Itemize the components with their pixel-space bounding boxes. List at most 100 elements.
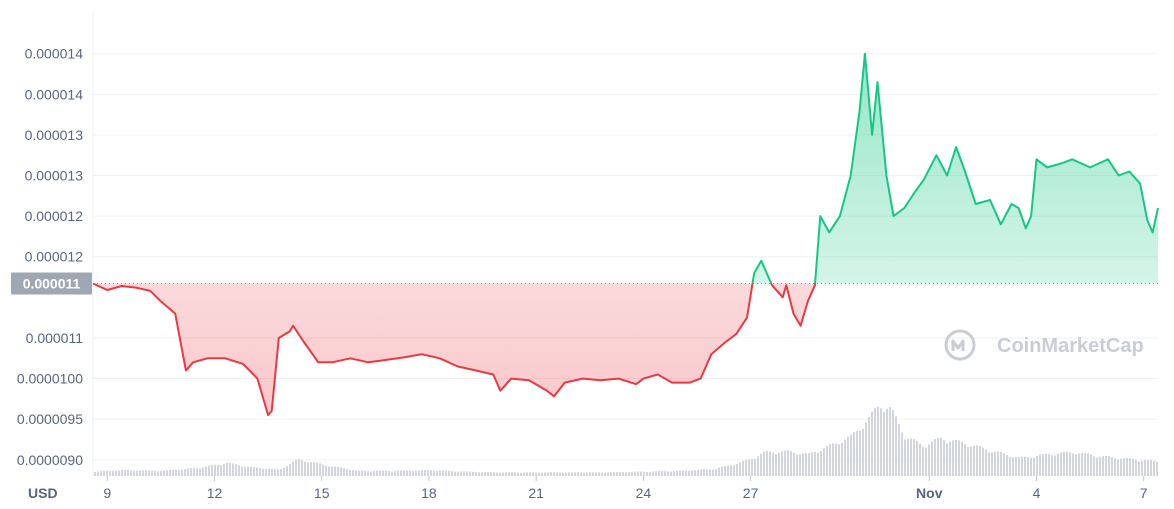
volume-bar xyxy=(937,437,939,476)
volume-bar xyxy=(826,445,828,476)
volume-bar xyxy=(229,463,231,476)
volume-bar xyxy=(127,470,129,476)
y-tick-label: 0.000012 xyxy=(25,249,84,265)
volume-bar xyxy=(283,467,285,476)
volume-bar xyxy=(1066,451,1068,476)
volume-bar xyxy=(145,470,147,476)
volume-bar xyxy=(295,459,297,476)
volume-bar xyxy=(451,471,453,476)
volume-bar xyxy=(505,472,507,476)
volume-bar xyxy=(196,468,198,476)
volume-bar xyxy=(181,469,183,476)
volume-bar xyxy=(223,464,225,476)
volume-bar xyxy=(664,471,666,476)
volume-bar xyxy=(484,471,486,476)
volume-bar xyxy=(535,472,537,476)
volume-bar xyxy=(232,463,234,476)
volume-bar xyxy=(733,465,735,476)
volume-bar xyxy=(847,436,849,476)
volume-bar xyxy=(118,470,120,476)
volume-bar xyxy=(643,471,645,476)
volume-bar xyxy=(1006,455,1008,476)
volume-bar xyxy=(817,452,819,476)
volume-bar xyxy=(94,471,96,476)
y-tick-label: 0.000014 xyxy=(25,46,84,62)
volume-bar xyxy=(397,470,399,476)
volume-bar xyxy=(241,466,243,476)
volume-bar xyxy=(328,466,330,476)
volume-bar xyxy=(700,469,702,476)
reference-price-badge: 0.000011 xyxy=(11,272,92,295)
volume-bar xyxy=(448,470,450,476)
volume-bar xyxy=(289,463,291,476)
volume-bar xyxy=(667,471,669,476)
volume-bar xyxy=(97,471,99,476)
volume-bar xyxy=(1105,455,1107,476)
volume-bar xyxy=(1012,457,1014,476)
volume-bar xyxy=(565,472,567,476)
volume-bar xyxy=(1051,455,1053,476)
volume-bar xyxy=(712,469,714,476)
volume-bar xyxy=(760,453,762,476)
volume-bar xyxy=(1126,457,1128,476)
volume-bar xyxy=(301,460,303,476)
volume-bar xyxy=(193,468,195,476)
volume-bar xyxy=(928,444,930,476)
y-tick-label: 0.000013 xyxy=(25,168,84,184)
volume-bar xyxy=(553,472,555,476)
volume-bar xyxy=(409,470,411,476)
volume-bar xyxy=(262,468,264,476)
volume-bar xyxy=(970,446,972,476)
volume-bar xyxy=(706,469,708,476)
volume-bar xyxy=(307,462,309,476)
volume-bar xyxy=(247,466,249,476)
volume-bar xyxy=(649,471,651,476)
y-tick-label: 0.000014 xyxy=(25,86,84,102)
volume-bar xyxy=(433,470,435,476)
volume-bar xyxy=(559,472,561,476)
volume-bar xyxy=(985,449,987,476)
volume-bar xyxy=(439,470,441,476)
volume-bar xyxy=(1027,457,1029,476)
volume-bar xyxy=(1150,460,1152,476)
volume-bar xyxy=(952,440,954,476)
volume-bar xyxy=(568,472,570,476)
volume-bar xyxy=(244,466,246,476)
volume-bar xyxy=(670,471,672,476)
volume-bar xyxy=(463,471,465,476)
volume-bar xyxy=(1057,453,1059,476)
volume-bar xyxy=(907,438,909,476)
volume-bar xyxy=(1033,457,1035,476)
volume-bar xyxy=(775,454,777,476)
volume-bar xyxy=(856,430,858,476)
volume-bar xyxy=(1120,458,1122,476)
volume-bar xyxy=(286,466,288,476)
volume-bar xyxy=(646,471,648,476)
volume-bar xyxy=(358,470,360,476)
volume-bar xyxy=(916,440,918,476)
volume-bar xyxy=(724,466,726,476)
volume-bar xyxy=(1135,460,1137,476)
volume-bar xyxy=(388,471,390,476)
volume-bar xyxy=(1153,460,1155,476)
x-tick-label: 9 xyxy=(103,485,111,501)
volume-bar xyxy=(868,416,870,476)
volume-bar xyxy=(829,444,831,476)
volume-bar xyxy=(1024,456,1026,476)
volume-bar xyxy=(628,472,630,476)
volume-bar xyxy=(1141,460,1143,476)
volume-bar xyxy=(304,461,306,476)
volume-bar xyxy=(187,468,189,476)
volume-bar xyxy=(349,470,351,476)
y-tick-label: 0.000011 xyxy=(26,330,84,346)
volume-bar xyxy=(748,459,750,476)
volume-bar xyxy=(988,452,990,476)
volume-bar xyxy=(169,470,171,476)
volume-bar xyxy=(556,472,558,476)
volume-bar xyxy=(1108,456,1110,476)
volume-bar xyxy=(280,468,282,476)
y-tick-label: 0.0000095 xyxy=(17,411,83,427)
volume-bar xyxy=(655,471,657,476)
y-tick-label: 0.0000100 xyxy=(17,371,83,387)
